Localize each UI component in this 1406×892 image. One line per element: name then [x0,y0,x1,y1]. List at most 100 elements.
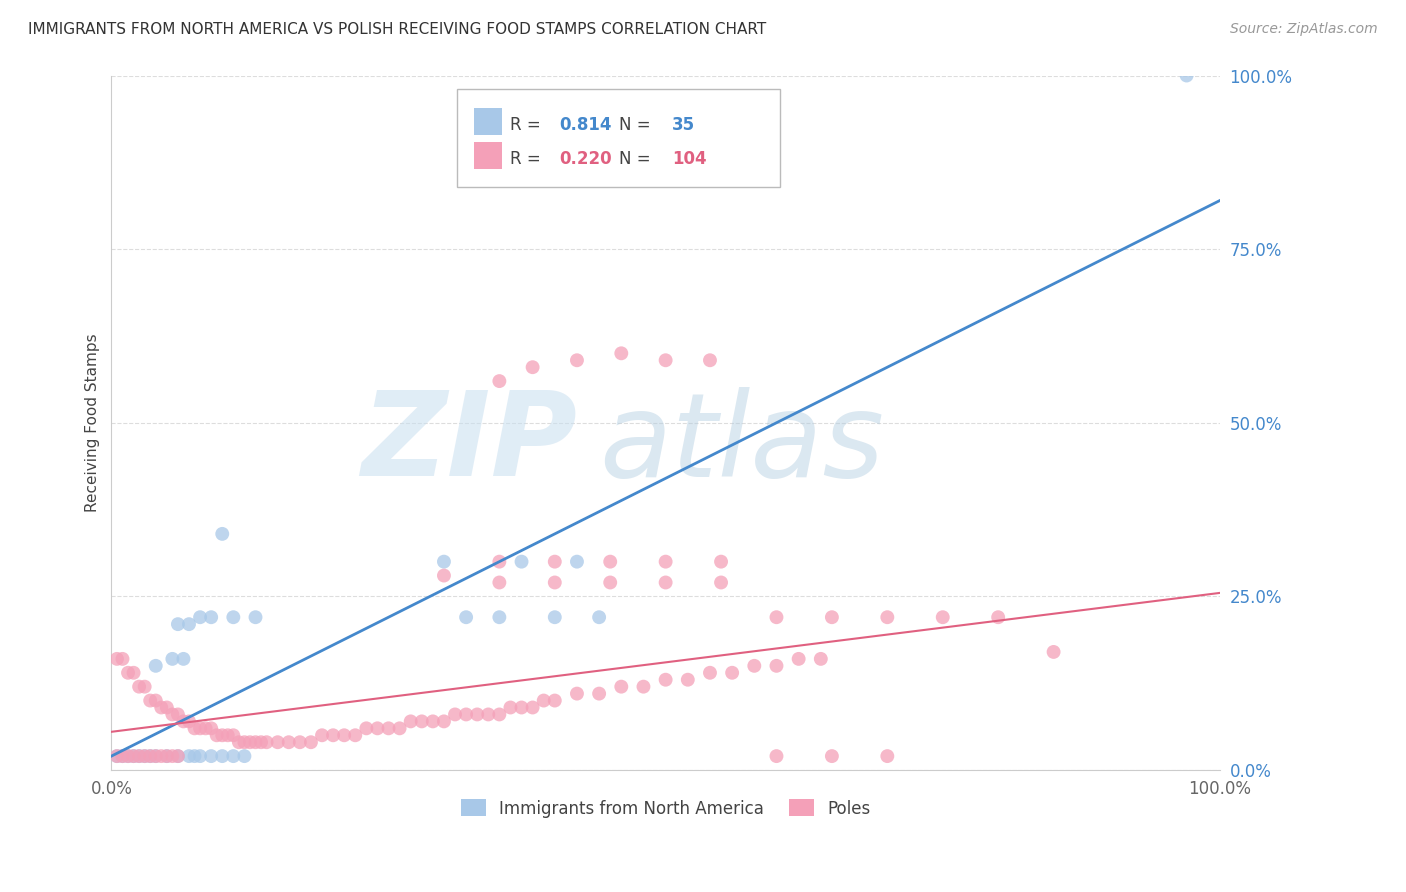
Point [599,575,621,590]
Point [588,687,610,701]
Point [245,610,267,624]
Point [211,749,233,764]
Point [588,610,610,624]
Point [433,555,456,569]
Point [211,527,233,541]
Text: ZIP: ZIP [361,386,576,501]
Text: Source: ZipAtlas.com: Source: ZipAtlas.com [1230,22,1378,37]
Point [288,735,311,749]
Point [233,749,256,764]
Point [544,555,567,569]
Point [366,722,388,736]
Point [188,722,211,736]
Point [150,700,173,714]
Point [765,658,787,673]
Point [654,353,676,368]
Point [654,575,676,590]
Text: 35: 35 [672,116,695,134]
Point [510,555,533,569]
Point [188,610,211,624]
Point [742,658,765,673]
Point [333,728,356,742]
Point [217,728,239,742]
Point [544,693,567,707]
Point [167,617,190,632]
Point [356,722,378,736]
Point [167,749,190,764]
Point [256,735,278,749]
Point [128,749,150,764]
Point [162,652,184,666]
Point [205,728,228,742]
Point [565,687,588,701]
Point [654,673,676,687]
Point [111,749,134,764]
Point [544,610,567,624]
Point [765,610,787,624]
Text: R =: R = [510,150,547,168]
Point [128,680,150,694]
Point [411,714,433,729]
Point [150,749,173,764]
Point [117,749,139,764]
Point [183,749,205,764]
Point [105,749,128,764]
Point [211,728,233,742]
Point [344,728,367,742]
Point [510,700,533,714]
Point [105,652,128,666]
Point [488,610,510,624]
Point [134,680,156,694]
Point [188,749,211,764]
Point [488,707,510,722]
Point [172,652,194,666]
Point [111,652,134,666]
Point [156,749,179,764]
Point [544,575,567,590]
Point [522,360,544,375]
Point [172,714,194,729]
Point [139,749,162,764]
Point [765,749,787,764]
Point [433,568,456,582]
Point [145,658,167,673]
Text: IMMIGRANTS FROM NORTH AMERICA VS POLISH RECEIVING FOOD STAMPS CORRELATION CHART: IMMIGRANTS FROM NORTH AMERICA VS POLISH … [28,22,766,37]
Point [710,555,733,569]
Point [699,665,721,680]
Point [565,353,588,368]
Point [488,555,510,569]
Point [122,749,145,764]
Point [322,728,344,742]
Point [699,353,721,368]
Point [710,575,733,590]
Point [399,714,422,729]
Point [433,714,456,729]
Point [821,610,844,624]
Point [167,707,190,722]
Text: R =: R = [510,116,547,134]
Point [122,749,145,764]
Point [465,707,488,722]
Point [388,722,411,736]
Point [987,610,1010,624]
Point [522,700,544,714]
Text: N =: N = [619,150,655,168]
Point [821,749,844,764]
Point [876,749,898,764]
Point [145,749,167,764]
Text: atlas: atlas [599,386,884,500]
Point [787,652,810,666]
Point [654,555,676,569]
Point [177,714,200,729]
Point [456,610,478,624]
Point [932,610,955,624]
Point [134,749,156,764]
Point [721,665,744,680]
Point [456,707,478,722]
Point [200,722,222,736]
Point [128,749,150,764]
Point [228,735,250,749]
Point [488,575,510,590]
Point [610,346,633,360]
Legend: Immigrants from North America, Poles: Immigrants from North America, Poles [454,793,877,824]
